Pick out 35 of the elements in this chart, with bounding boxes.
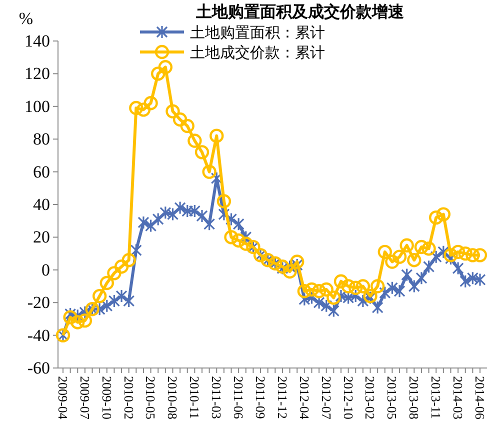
x-tick-label: 2014-03 bbox=[450, 376, 466, 420]
y-axis-title: % bbox=[18, 9, 34, 28]
x-tick-label: 2010-08 bbox=[165, 376, 180, 420]
x-tick-label: 2009-10 bbox=[99, 376, 114, 420]
x-tick-label: 2013-02 bbox=[362, 376, 378, 420]
y-tick-label: 80 bbox=[33, 130, 50, 149]
y-tick-label: 20 bbox=[33, 228, 50, 247]
x-tick-label: 2011-12 bbox=[274, 376, 290, 419]
x-tick-label: 2011-06 bbox=[231, 376, 246, 420]
x-tick-label: 2012-04 bbox=[296, 376, 312, 420]
y-tick-label: -20 bbox=[27, 293, 50, 312]
y-tick-label: 60 bbox=[33, 162, 50, 182]
x-tick-label: 2011-09 bbox=[252, 376, 268, 419]
y-tick-label: -40 bbox=[27, 326, 50, 345]
y-tick-label: -60 bbox=[27, 358, 50, 378]
x-tick-label: 2009-04 bbox=[55, 376, 70, 420]
y-tick-label: 140 bbox=[24, 31, 50, 50]
x-tick-label: 2013-05 bbox=[384, 376, 400, 420]
x-tick-label: 2010-02 bbox=[121, 376, 136, 420]
chart-title: 土地购置面积及成交价款增速 bbox=[195, 2, 405, 21]
x-tick-label: 2012-10 bbox=[340, 376, 356, 420]
legend-label: 土地成交价款：累计 bbox=[190, 44, 325, 62]
y-tick-label: 100 bbox=[24, 96, 50, 116]
x-tick-label: 2012-07 bbox=[318, 376, 334, 420]
y-tick-label: 40 bbox=[33, 194, 50, 214]
y-tick-label: 120 bbox=[24, 64, 50, 84]
x-tick-label: 2013-08 bbox=[406, 376, 422, 420]
y-tick-label: 0 bbox=[42, 260, 50, 280]
legend-label: 土地购置面积：累计 bbox=[190, 24, 325, 42]
x-tick-label: 2011-03 bbox=[209, 376, 224, 419]
x-tick-label: 2014-06 bbox=[472, 376, 487, 420]
x-tick-label: 2010-05 bbox=[143, 376, 158, 420]
x-tick-label: 2009-07 bbox=[77, 376, 92, 420]
x-tick-label: 2010-11 bbox=[187, 376, 202, 419]
x-tick-label: 2013-11 bbox=[428, 376, 444, 419]
